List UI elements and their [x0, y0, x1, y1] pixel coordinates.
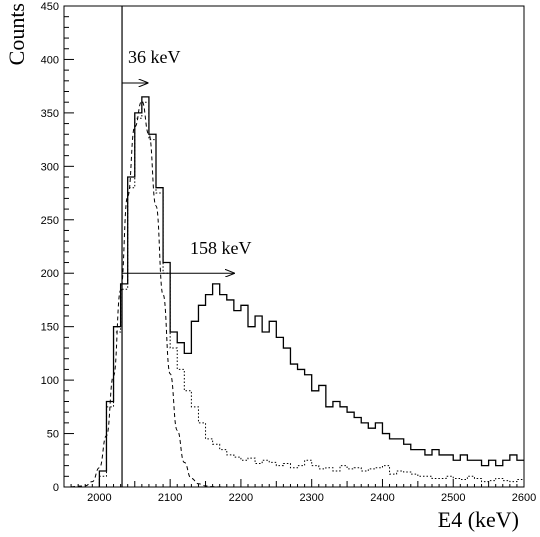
annotation-label: 36 keV [128, 47, 181, 67]
y-tick-label: 250 [41, 215, 59, 227]
series-dashed-fit [63, 100, 525, 488]
x-tick-label: 2200 [229, 492, 253, 504]
y-tick-label: 400 [41, 54, 59, 66]
series-dotted-histogram [98, 101, 524, 487]
y-tick-label: 350 [41, 108, 59, 120]
y-tick-label: 300 [41, 161, 59, 173]
axis-ticks: 2000 2100 2200 2300 2400 2500 2600 0 50 100 150 200… [41, 1, 537, 504]
series-layer [63, 6, 525, 488]
y-tick-label: 150 [41, 322, 59, 334]
x-tick-label: 2000 [87, 492, 111, 504]
y-tick-label: 450 [41, 1, 59, 13]
series-solid-histogram [98, 96, 524, 487]
x-tick-label: 2600 [512, 492, 536, 504]
y-axis-label: Counts [4, 3, 29, 65]
y-tick-label: 100 [41, 375, 59, 387]
y-tick-label: 50 [47, 429, 59, 441]
y-tick-label: 200 [41, 268, 59, 280]
annotation-label: 158 keV [190, 238, 252, 258]
x-tick-label: 2100 [158, 492, 182, 504]
x-tick-label: 2400 [370, 492, 394, 504]
x-tick-label: 2500 [441, 492, 465, 504]
annotation-layer: 36 keV 158 keV [122, 47, 252, 273]
plot-frame [63, 5, 525, 488]
y-tick-label: 0 [53, 482, 59, 494]
x-axis-label: E4 (keV) [438, 507, 519, 532]
x-tick-label: 2300 [299, 492, 323, 504]
